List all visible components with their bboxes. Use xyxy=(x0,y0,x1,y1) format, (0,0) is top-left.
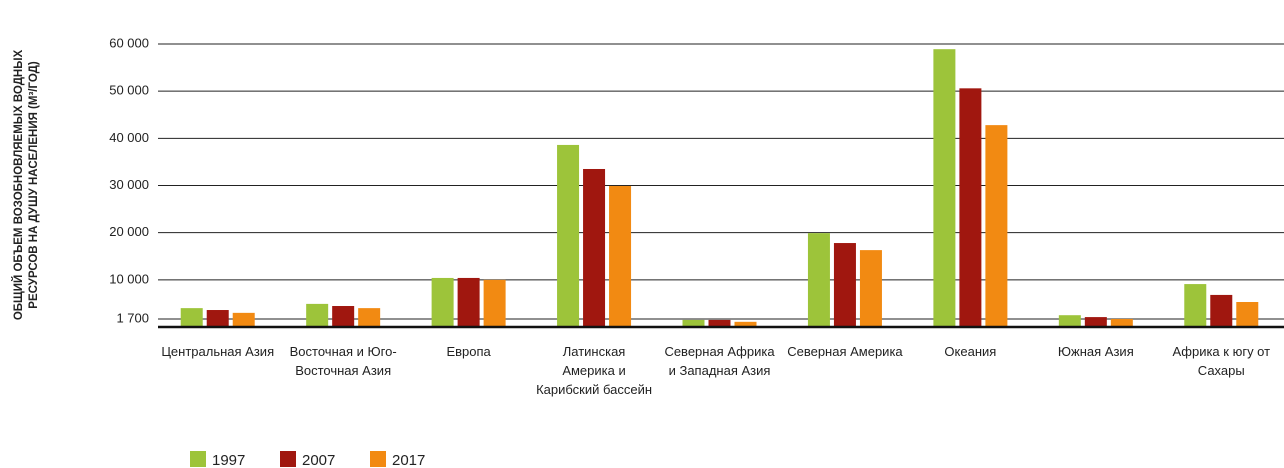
x-tick-label: Африка к югу от Сахары xyxy=(1172,344,1271,378)
legend-swatch xyxy=(280,451,296,467)
x-tick-label: Центральная Азия xyxy=(161,344,275,359)
bar xyxy=(483,279,506,327)
bar xyxy=(206,310,229,327)
y-tick-label: 30 000 xyxy=(109,177,149,192)
legend-label: 1997 xyxy=(212,452,245,468)
x-tick-label: Восточная и Юго-Восточная Азия xyxy=(289,344,397,378)
bar xyxy=(431,277,454,327)
bar xyxy=(959,88,982,327)
bar xyxy=(985,125,1008,327)
bar xyxy=(859,250,882,327)
bar xyxy=(933,49,956,328)
x-tick-label: Европа xyxy=(446,344,491,359)
bar xyxy=(609,185,632,327)
bar xyxy=(306,303,329,327)
legend-label: 2017 xyxy=(392,452,425,468)
bar xyxy=(734,321,757,327)
legend-label: 2007 xyxy=(302,452,335,468)
bar xyxy=(583,168,606,327)
bar xyxy=(708,319,731,327)
bar xyxy=(557,144,580,327)
bar xyxy=(1236,302,1259,327)
y-tick-label: 20 000 xyxy=(109,224,149,239)
bar xyxy=(457,277,480,327)
bar xyxy=(1084,317,1107,327)
bar xyxy=(1184,284,1207,327)
y-tick-label: 60 000 xyxy=(109,35,149,50)
bar xyxy=(358,308,381,327)
bar xyxy=(232,312,255,327)
bar xyxy=(332,306,355,327)
x-tick-label: Северная Америка xyxy=(787,344,903,359)
x-tick-label: Латинская Америка и Карибский бассейн xyxy=(536,344,653,397)
y-tick-label: 40 000 xyxy=(109,130,149,145)
y-tick-label: 50 000 xyxy=(109,83,149,98)
legend-swatch xyxy=(190,451,206,467)
x-tick-label: Северная Африка и Западная Азия xyxy=(664,344,775,378)
bar xyxy=(1210,294,1233,327)
bar xyxy=(833,243,856,327)
bar xyxy=(682,319,705,327)
x-tick-label: Океания xyxy=(944,344,997,359)
bar xyxy=(1110,318,1133,327)
y-tick-label: 10 000 xyxy=(109,271,149,286)
legend-swatch xyxy=(370,451,386,467)
bar xyxy=(807,233,830,327)
y-tick-label: 1 700 xyxy=(116,310,149,325)
bar xyxy=(180,308,203,327)
x-tick-label: Южная Азия xyxy=(1057,344,1134,359)
bar xyxy=(1058,315,1081,327)
